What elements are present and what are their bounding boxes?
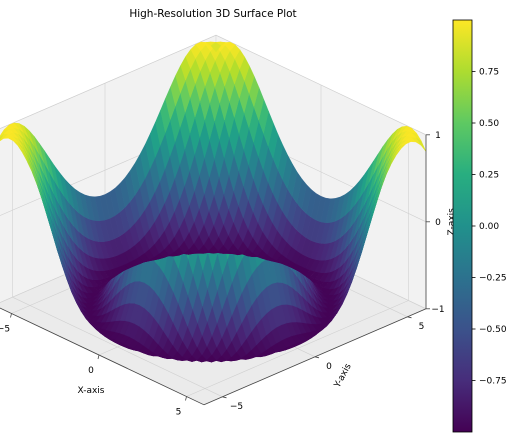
x-tick-mark bbox=[97, 354, 100, 360]
colorbar-gradient bbox=[452, 19, 473, 433]
y-tick-mark bbox=[222, 396, 227, 399]
colorbar-tick-label: 0.75 bbox=[479, 68, 499, 78]
z-tick-label: 0 bbox=[435, 218, 441, 228]
x-tick-mark bbox=[10, 313, 12, 318]
colorbar-ticks: −0.75 −0.50 −0.25 0.00 0.25 0.50 0.75 bbox=[472, 68, 507, 387]
colorbar-tick-label: 0.00 bbox=[479, 222, 499, 232]
y-tick-label: −5 bbox=[230, 402, 243, 412]
surface-facet bbox=[210, 42, 222, 53]
surface-mesh bbox=[0, 41, 427, 363]
colorbar-tick-label: 0.50 bbox=[479, 119, 499, 129]
x-axis-ticks: −5 0 5 bbox=[0, 325, 181, 418]
colorbar-tick-label: 0.25 bbox=[479, 171, 499, 181]
x-tick-label: 5 bbox=[176, 408, 182, 418]
x-tick-mark bbox=[185, 396, 187, 401]
chart-title: High-Resolution 3D Surface Plot bbox=[129, 8, 296, 20]
z-tick-label: −1 bbox=[431, 305, 444, 315]
x-axis-label: X-axis bbox=[78, 386, 105, 396]
y-tick-mark bbox=[407, 316, 412, 319]
y-tick-mark bbox=[314, 356, 320, 359]
z-axis-ticks: −1 0 1 bbox=[431, 131, 444, 315]
y-tick-label: 0 bbox=[326, 362, 332, 372]
x-tick-label: −5 bbox=[0, 325, 10, 335]
y-axis-ticks: −5 0 5 bbox=[230, 322, 425, 412]
y-tick-label: 5 bbox=[419, 322, 425, 332]
gridline bbox=[215, 34, 427, 136]
colorbar-tick-label: −0.25 bbox=[479, 274, 507, 284]
gridline bbox=[12, 296, 223, 398]
colorbar: −0.75 −0.50 −0.25 0.00 0.25 0.50 0.75 bbox=[452, 19, 507, 433]
z-tick-label: 1 bbox=[435, 131, 441, 141]
colorbar-tick-label: −0.50 bbox=[479, 325, 507, 335]
colorbar-tick-label: −0.75 bbox=[479, 377, 507, 387]
y-axis-label: Y-axis bbox=[332, 362, 354, 391]
gridline bbox=[0, 34, 217, 129]
z-axis-label: Z-axis bbox=[447, 208, 457, 236]
axis-lines bbox=[0, 134, 430, 406]
x-tick-label: 0 bbox=[88, 366, 94, 376]
